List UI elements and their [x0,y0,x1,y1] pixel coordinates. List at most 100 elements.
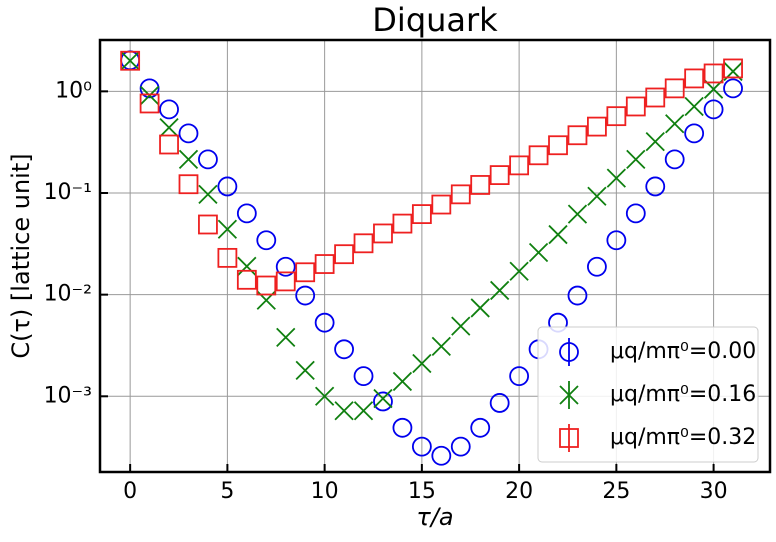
marker-circle [217,176,238,197]
marker-x [626,149,646,170]
marker-x [412,353,432,374]
marker-circle [703,99,724,120]
marker-square [314,254,335,274]
marker-x [645,132,665,152]
x-axis-label: τ/a [416,503,453,531]
marker-square [450,184,471,205]
marker-x [353,401,374,421]
marker-x [217,219,238,239]
marker-square [411,204,432,225]
marker-square [606,106,627,127]
marker-x [665,114,685,134]
marker-square [470,175,491,195]
marker-square [120,50,141,71]
legend-box [537,326,759,463]
marker-circle [509,366,530,387]
marker-x [295,360,315,380]
marker-x [237,256,257,276]
x-tick-label: 20 [505,479,533,504]
x-tick-label: 30 [700,479,728,504]
marker-square [334,244,354,265]
marker-circle [645,176,666,197]
marker-x [470,298,490,318]
marker-square [625,96,646,117]
marker-circle [567,285,588,306]
marker-square [275,271,296,292]
marker-circle [236,203,257,224]
marker-square [392,213,413,234]
marker-circle [411,436,432,457]
marker-circle [625,203,646,224]
legend-label: μq/mπ⁰=0.00 [610,339,756,364]
marker-circle [559,342,579,362]
marker-square [509,155,530,176]
x-tick-label: 0 [123,479,137,504]
x-tick-label: 10 [311,479,339,504]
chart-title: Diquark [372,1,498,39]
y-tick-label: 10⁻² [44,282,92,307]
marker-square [236,269,257,290]
y-tick-label: 10⁻¹ [44,180,92,205]
marker-circle [431,445,452,466]
marker-x [159,117,179,138]
plot-frame [98,38,772,474]
marker-square [139,93,160,114]
marker-square [178,174,199,195]
marker-x [198,184,218,204]
marker-circle [353,366,374,387]
marker-circle [664,149,685,170]
marker-square [217,247,238,268]
x-tick-label: 5 [220,479,234,504]
marker-square [587,116,607,137]
y-tick-label: 10⁰ [55,78,92,103]
marker-x [509,261,529,281]
marker-square [723,58,743,79]
marker-circle [373,391,393,412]
marker-x [120,51,140,71]
marker-square [684,68,705,89]
marker-square [528,145,549,166]
marker-circle [606,230,627,251]
marker-x [276,327,296,347]
marker-x [567,204,588,224]
x-tick-label: 25 [602,479,630,504]
marker-x [334,401,354,421]
marker-square [489,165,510,185]
marker-circle [392,417,413,438]
legend-label: μq/mπ⁰=0.16 [610,382,756,407]
marker-square [645,87,666,108]
marker-x [139,85,160,106]
x-tick-label: 15 [408,479,436,504]
marker-circle [139,78,160,99]
marker-square [431,194,452,215]
marker-circle [450,436,471,457]
marker-x [606,168,626,188]
marker-circle [334,339,354,360]
marker-x [490,280,510,301]
marker-x [431,336,451,356]
marker-circle [256,230,277,251]
marker-circle [178,123,199,144]
marker-x [587,186,607,206]
y-tick-label: 10⁻³ [44,383,92,408]
marker-x [392,371,413,392]
marker-circle [275,256,296,277]
marker-x [528,242,549,263]
marker-square [373,223,393,244]
marker-circle [295,285,316,306]
marker-square [567,125,588,146]
marker-square [703,63,724,84]
marker-x [178,149,199,170]
marker-x [548,224,568,245]
marker-square [548,135,568,156]
marker-circle [684,123,705,144]
marker-x [373,388,393,409]
marker-square [256,275,277,296]
marker-square [159,134,179,155]
marker-x [684,96,704,117]
marker-circle [314,312,335,333]
marker-x [314,386,335,406]
marker-circle [489,393,510,413]
marker-circle [587,256,607,277]
